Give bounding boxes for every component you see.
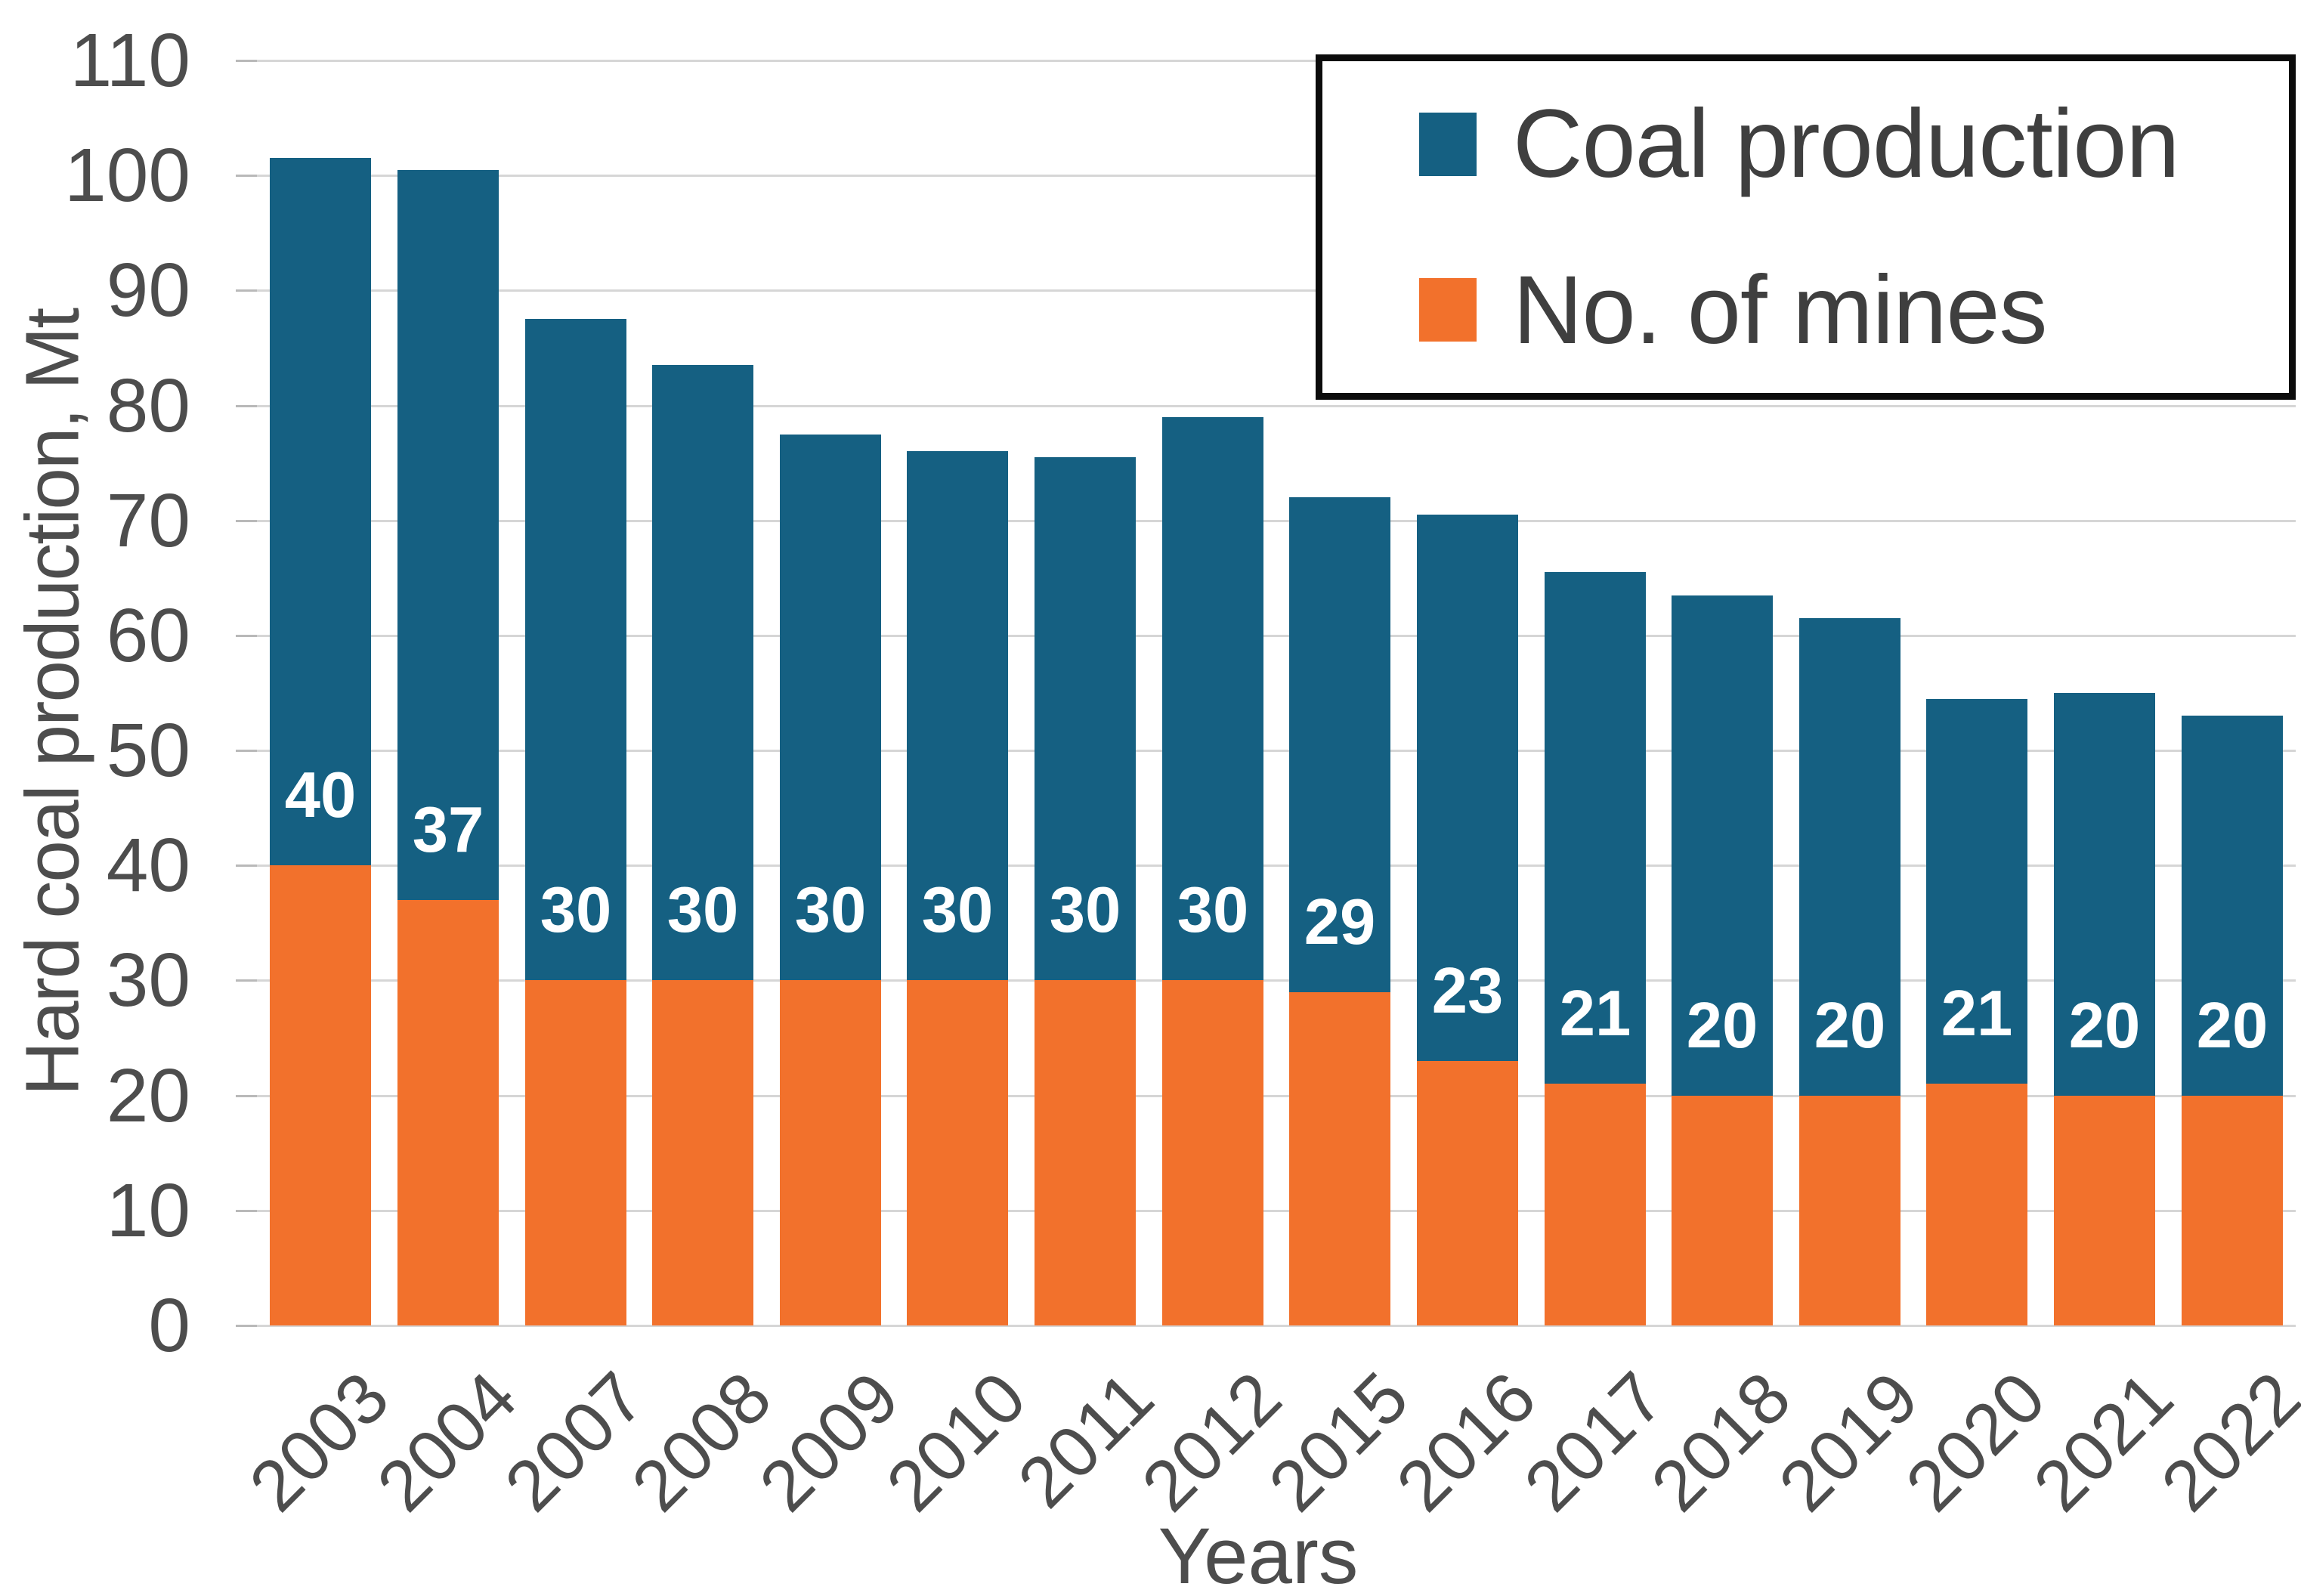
bar-segment-coal-production: [1035, 457, 1136, 980]
bar-segment-no-of-mines: [1672, 1096, 1773, 1325]
bar-data-label: 20: [2196, 990, 2269, 1062]
y-axis-tick-mark: [236, 520, 257, 522]
gridline: [257, 979, 2296, 982]
y-axis-tick-mark: [236, 1210, 257, 1212]
bar-segment-no-of-mines: [2054, 1096, 2155, 1325]
bar-segment-coal-production: [1672, 595, 1773, 1096]
bar-data-label: 30: [666, 874, 739, 946]
bar-segment-coal-production: [1926, 699, 2027, 1084]
bar-segment-no-of-mines: [1289, 992, 1390, 1325]
bar-data-label: 20: [1686, 990, 1758, 1062]
bar-segment-no-of-mines: [1035, 980, 1136, 1325]
gridline: [257, 60, 2296, 62]
bar-data-label: 21: [1941, 978, 2013, 1050]
y-tick-label: 110: [70, 18, 190, 103]
gridline: [257, 289, 2296, 292]
legend-item-coal-production: Coal production: [1322, 61, 2289, 227]
y-axis-tick-mark: [236, 60, 257, 62]
bar-segment-coal-production: [780, 435, 881, 980]
bar-segment-no-of-mines: [2182, 1096, 2283, 1325]
bar-segment-coal-production: [525, 319, 626, 980]
bar-data-label: 30: [921, 874, 994, 946]
bar-segment-no-of-mines: [1545, 1084, 1646, 1325]
y-axis-tick-mark: [236, 1325, 257, 1327]
legend-label-coal-production: Coal production: [1513, 90, 2180, 199]
legend-item-no-of-mines: No. of mines: [1322, 227, 2289, 394]
y-tick-label: 10: [106, 1168, 190, 1253]
bar-segment-no-of-mines: [1417, 1061, 1518, 1325]
bar-segment-coal-production: [1162, 417, 1263, 980]
bar-segment-coal-production: [1289, 497, 1390, 992]
bar-data-label: 20: [2068, 990, 2141, 1062]
gridline: [257, 520, 2296, 522]
bar-segment-coal-production: [1417, 515, 1518, 1061]
y-axis-tick-mark: [236, 1095, 257, 1097]
bar-segment-coal-production: [2182, 716, 2283, 1096]
gridline: [257, 175, 2296, 177]
bar-segment-no-of-mines: [525, 980, 626, 1325]
bar-data-label: 20: [1814, 990, 1886, 1062]
bar-segment-no-of-mines: [652, 980, 753, 1325]
bar-segment-coal-production: [270, 158, 371, 865]
bar-segment-no-of-mines: [1926, 1084, 2027, 1325]
y-tick-label: 40: [106, 823, 190, 908]
y-tick-label: 0: [148, 1283, 190, 1368]
bar-segment-no-of-mines: [270, 865, 371, 1325]
y-axis-tick-mark: [236, 750, 257, 752]
bar-segment-no-of-mines: [1799, 1096, 1900, 1325]
y-tick-label: 80: [106, 363, 190, 448]
legend-swatch-coal-production-icon: [1419, 112, 1477, 176]
bar-segment-coal-production: [652, 365, 753, 980]
bar-data-label: 21: [1559, 978, 1631, 1050]
y-axis-tick-mark: [236, 175, 257, 177]
bar-segment-no-of-mines: [397, 900, 499, 1325]
bar-segment-no-of-mines: [780, 980, 881, 1325]
y-axis-tick-mark: [236, 405, 257, 407]
y-axis-tick-mark: [236, 289, 257, 292]
y-tick-label: 70: [106, 478, 190, 563]
bar-segment-coal-production: [397, 170, 499, 900]
bar-segment-coal-production: [907, 451, 1008, 980]
y-axis-tick-mark: [236, 635, 257, 637]
bar-data-label: 30: [540, 874, 612, 946]
bar-data-label: 40: [284, 759, 357, 831]
y-tick-label: 30: [106, 938, 190, 1022]
bar-data-label: 37: [412, 794, 484, 866]
gridline: [257, 635, 2296, 637]
x-axis-title: Years: [1158, 1512, 1359, 1596]
gridline: [257, 865, 2296, 867]
bar-data-label: 23: [1431, 955, 1504, 1027]
legend-label-no-of-mines: No. of mines: [1513, 255, 2047, 364]
y-tick-label: 100: [64, 133, 190, 218]
bar-segment-coal-production: [1799, 618, 1900, 1096]
bar-data-label: 29: [1304, 886, 1376, 958]
bar-segment-no-of-mines: [1162, 980, 1263, 1325]
legend-swatch-no-of-mines-icon: [1419, 278, 1477, 342]
y-tick-label: 90: [106, 248, 190, 332]
y-tick-label: 60: [106, 593, 190, 678]
legend: Coal production No. of mines: [1316, 54, 2296, 400]
bar-data-label: 30: [1177, 874, 1249, 946]
gridline: [257, 405, 2296, 407]
bar-data-label: 30: [794, 874, 867, 946]
bar-segment-coal-production: [2054, 693, 2155, 1096]
bar-segment-no-of-mines: [907, 980, 1008, 1325]
bar-data-label: 30: [1049, 874, 1121, 946]
gridline: [257, 1325, 2296, 1327]
y-axis-tick-mark: [236, 865, 257, 867]
gridline: [257, 750, 2296, 752]
gridline: [257, 1210, 2296, 1212]
y-tick-label: 50: [106, 708, 190, 793]
y-tick-label: 20: [106, 1053, 190, 1138]
y-axis-tick-mark: [236, 979, 257, 982]
bar-segment-coal-production: [1545, 572, 1646, 1084]
gridline: [257, 1095, 2296, 1097]
